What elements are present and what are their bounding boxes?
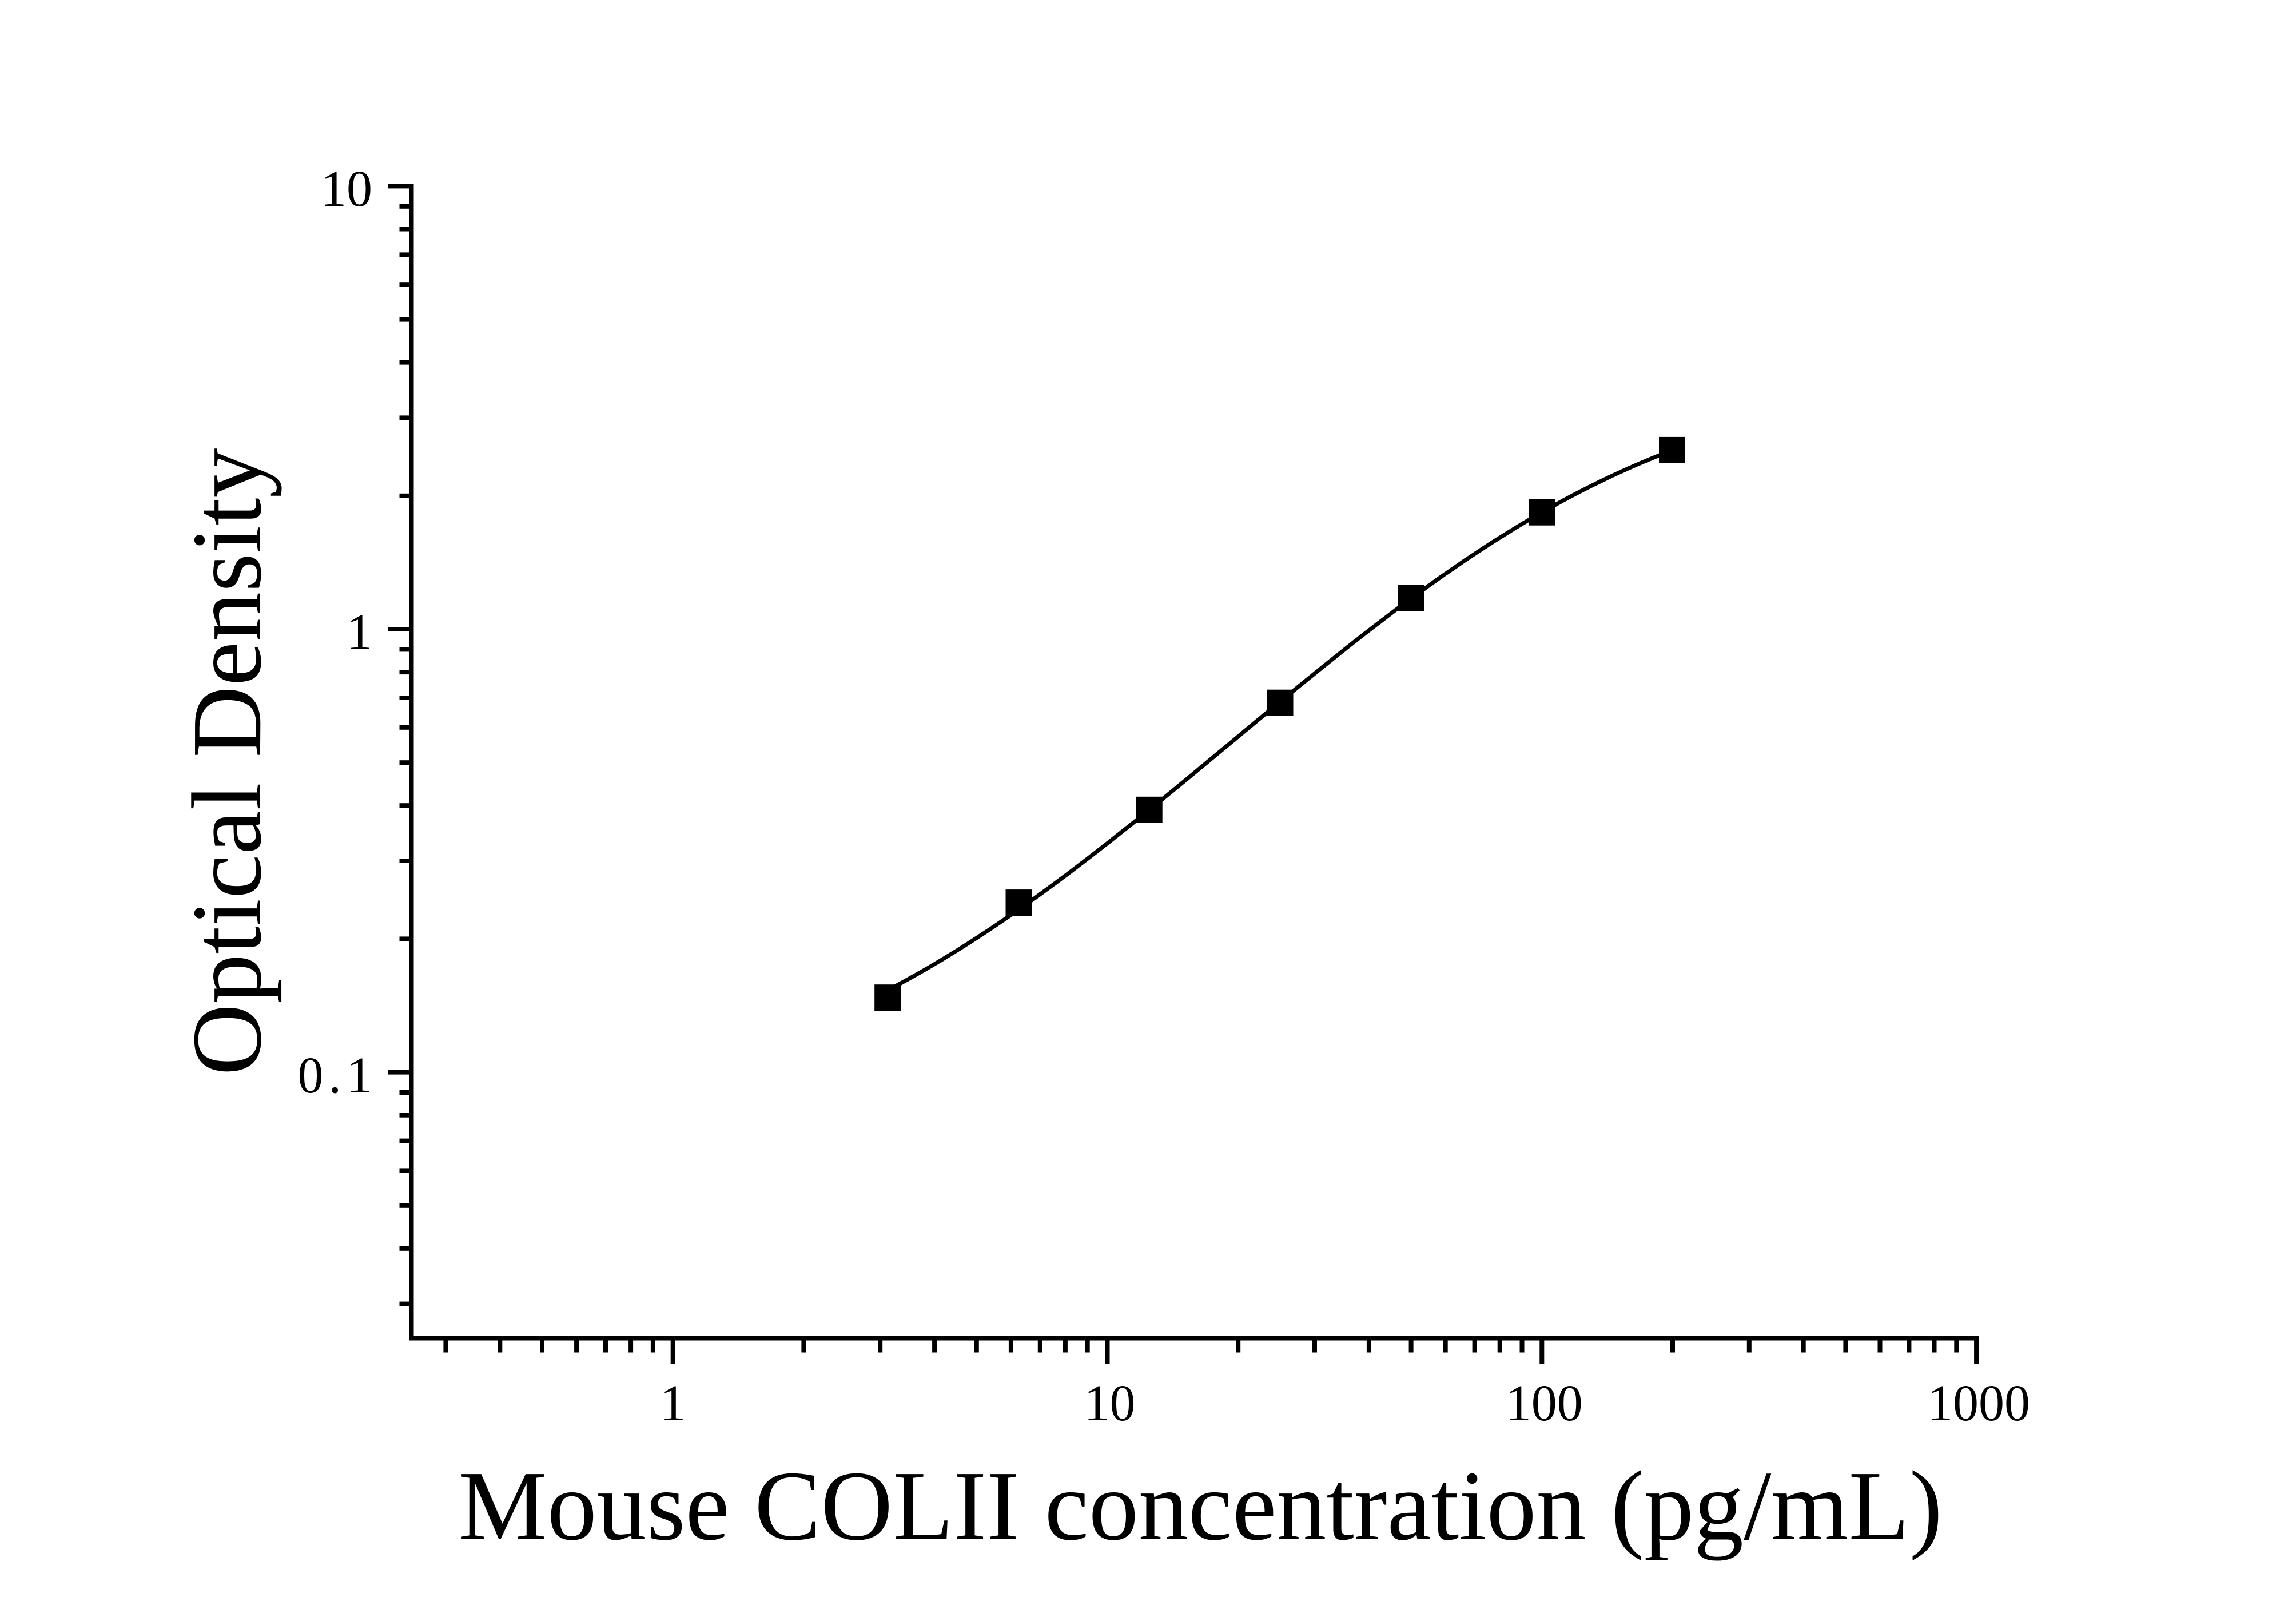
svg-text:Mouse COLII concentration (pg/: Mouse COLII concentration (pg/mL): [459, 1451, 1943, 1561]
svg-text:10: 10: [321, 161, 372, 217]
svg-text:10: 10: [1084, 1375, 1136, 1432]
svg-text:100: 100: [1506, 1375, 1583, 1432]
svg-text:0.1: 0.1: [298, 1047, 378, 1104]
svg-text:Optical Density: Optical Density: [172, 448, 282, 1076]
svg-text:1000: 1000: [1927, 1375, 2030, 1432]
svg-text:1: 1: [660, 1375, 686, 1432]
svg-text:1: 1: [347, 604, 372, 661]
